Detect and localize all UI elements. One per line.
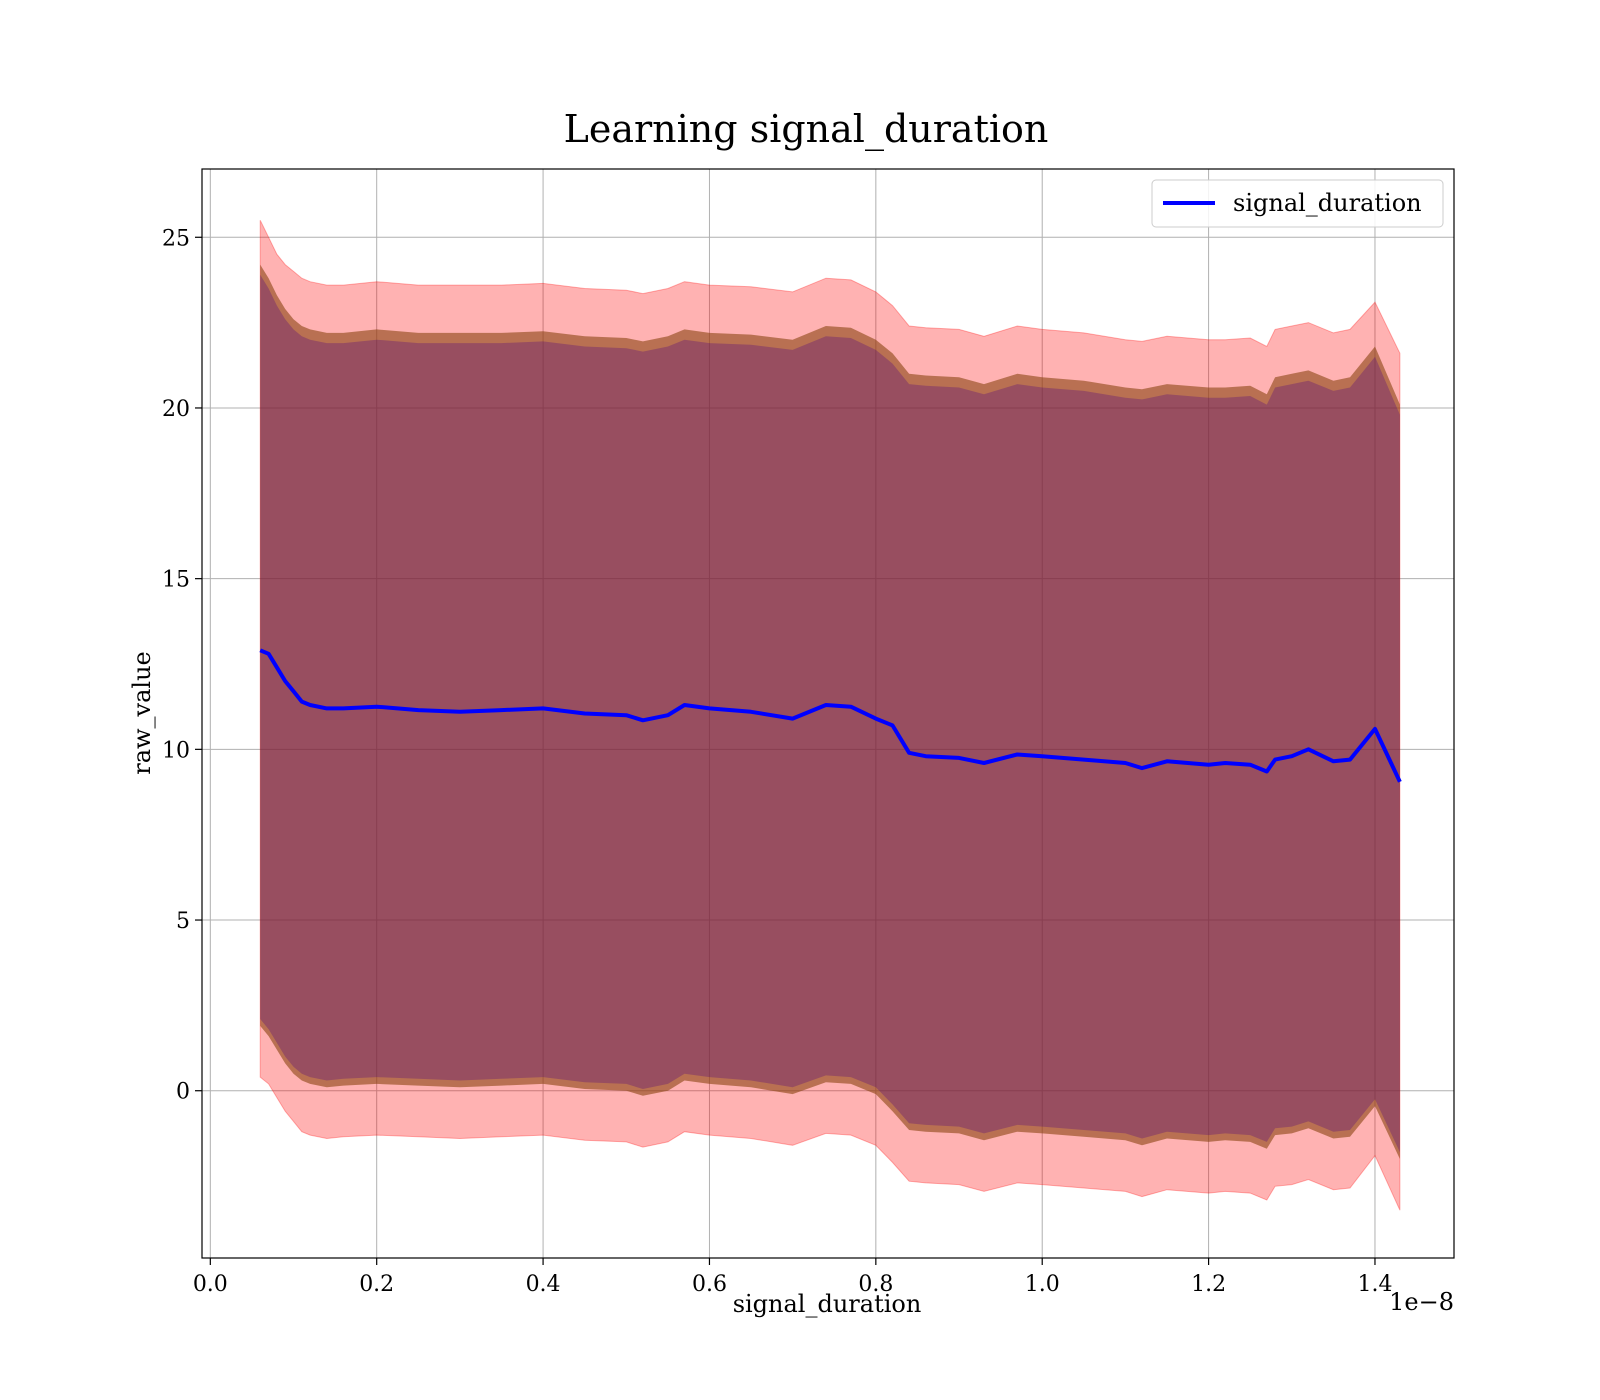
x-tick-label: 0.8 <box>858 1272 893 1297</box>
y-tick-label: 25 <box>162 226 190 251</box>
x-tick-label: 1.4 <box>1357 1272 1392 1297</box>
x-axis-label: signal_duration <box>733 1290 922 1318</box>
y-tick-label: 15 <box>162 568 190 593</box>
series-lines <box>259 648 1402 783</box>
y-tick-label: 10 <box>162 738 190 763</box>
legend: signal_duration <box>1151 179 1444 228</box>
x-tick-label: 0.0 <box>193 1272 228 1297</box>
y-tick-label: 20 <box>162 397 190 422</box>
band-middle <box>260 264 1400 1160</box>
x-axis-ticks: 0.0 0.2 0.4 0.6 0.8 1.0 1.2 1.4 <box>193 1258 1392 1297</box>
x-axis-multiplier: 1e−8 <box>1389 1288 1454 1316</box>
y-tick-label: 0 <box>176 1080 190 1105</box>
y-axis-label: raw_value <box>128 651 156 775</box>
y-axis-ticks: 0 5 10 15 20 25 <box>162 226 202 1105</box>
confidence-bands <box>259 219 1401 1211</box>
x-tick-label: 1.0 <box>1025 1272 1060 1297</box>
legend-box <box>1151 179 1444 228</box>
x-tick-label: 0.6 <box>692 1272 727 1297</box>
band-inner <box>260 274 1400 1153</box>
x-tick-label: 0.2 <box>359 1272 394 1297</box>
legend-label: signal_duration <box>1233 189 1422 217</box>
x-tick-label: 1.2 <box>1191 1272 1226 1297</box>
plot-frame <box>201 168 1455 1259</box>
series-line-signal-duration <box>259 648 1402 783</box>
y-tick-label: 5 <box>176 909 190 934</box>
x-tick-label: 0.4 <box>526 1272 561 1297</box>
chart-title: Learning signal_duration <box>564 107 1049 152</box>
